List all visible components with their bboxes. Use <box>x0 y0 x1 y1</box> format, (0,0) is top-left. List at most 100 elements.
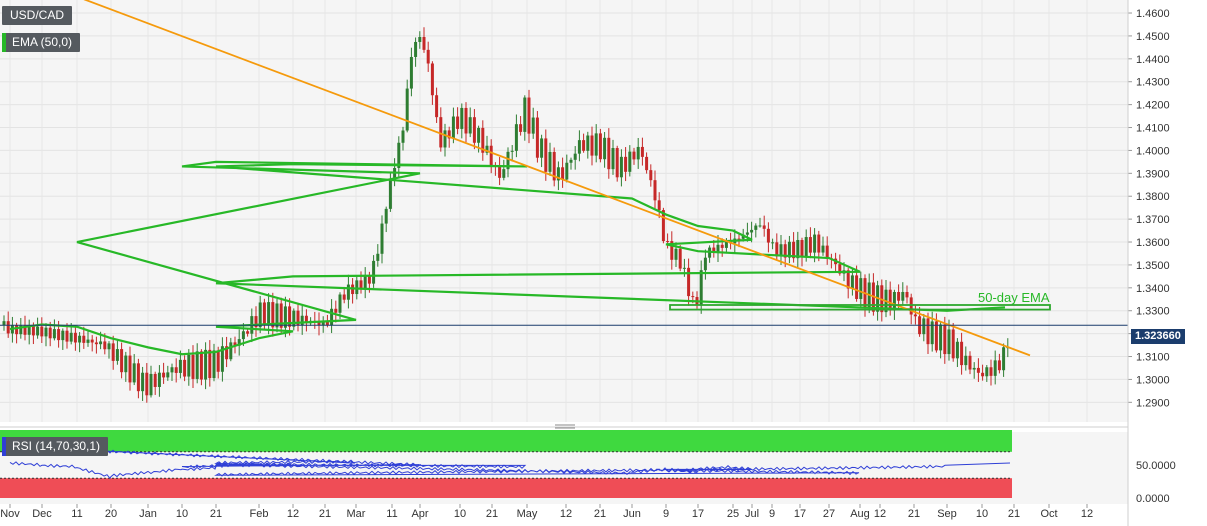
candle-body <box>342 294 346 300</box>
x-tick-label: 21 <box>210 508 222 520</box>
y-tick-label: 1.3100 <box>1136 352 1170 364</box>
candle-body <box>422 37 426 50</box>
candle-body <box>107 343 111 350</box>
candle-body <box>741 234 745 239</box>
candle-body <box>611 148 615 170</box>
candle-body <box>292 310 296 327</box>
candle-body <box>821 245 825 253</box>
candle-body <box>57 329 61 341</box>
candle-body <box>989 367 993 376</box>
x-tick-label: Jun <box>623 508 641 520</box>
candle-body <box>401 130 405 143</box>
candle-body <box>241 331 245 340</box>
x-tick-label: Apr <box>411 508 428 520</box>
rsi-line-group <box>9 448 1011 480</box>
candle-body <box>838 264 842 274</box>
y-tick-label: 1.4400 <box>1136 54 1170 66</box>
candle-body <box>699 270 703 305</box>
candle-body <box>745 232 749 235</box>
candle-body <box>510 150 514 152</box>
candle-body <box>674 248 678 260</box>
candle-body <box>825 245 829 259</box>
candle-body <box>325 320 329 325</box>
candle-body <box>850 275 854 289</box>
rsi-y-tick-label: 50.0000 <box>1136 460 1176 472</box>
candle-body <box>132 363 136 383</box>
candle-body <box>523 97 527 132</box>
candle-body <box>233 342 237 346</box>
x-tick-label: Nov <box>0 508 20 520</box>
y-tick-label: 1.3700 <box>1136 214 1170 226</box>
x-tick-label: 17 <box>794 508 806 520</box>
x-tick-label: 12 <box>287 508 299 520</box>
candle-body <box>905 291 909 298</box>
candle-body <box>262 302 266 326</box>
candle-body <box>120 349 124 373</box>
candle-body <box>666 241 670 243</box>
candle-body <box>800 240 804 258</box>
candle-body <box>367 276 371 284</box>
candle-body <box>703 257 707 271</box>
candle-body <box>317 321 321 326</box>
candle-body <box>153 373 157 387</box>
candle-body <box>716 244 720 253</box>
candle-body <box>892 291 896 311</box>
candle-body <box>859 278 863 299</box>
candle-body <box>183 359 187 377</box>
candle-body <box>775 242 779 257</box>
rsi-legend[interactable]: RSI (14,70,30,1) <box>2 437 109 456</box>
candle-body <box>930 321 934 345</box>
candle-body <box>502 169 506 178</box>
candle-body <box>993 360 997 376</box>
candle-body <box>985 367 989 377</box>
x-tick-label: 21 <box>486 508 498 520</box>
candle-body <box>472 117 476 143</box>
candle-body <box>779 244 783 257</box>
ema-annotation: 50-day EMA <box>978 290 1050 305</box>
candle-body <box>52 329 56 339</box>
candle-body <box>187 354 191 377</box>
candle-body <box>960 341 964 366</box>
rsi-y-axis-labels: 0.0000 50.0000 <box>1136 460 1176 505</box>
candle-body <box>456 116 460 129</box>
candle-body <box>997 360 1001 371</box>
candle-body <box>976 367 980 373</box>
candle-body <box>212 350 216 379</box>
candle-body <box>540 138 544 158</box>
candle-body <box>338 294 342 313</box>
main-plot-background <box>0 0 1128 422</box>
x-tick-label: Mar <box>347 508 366 520</box>
pane-splitter-handle[interactable] <box>555 424 575 429</box>
candle-body <box>199 351 203 380</box>
candle-body <box>254 316 258 328</box>
candle-body <box>573 153 577 160</box>
candle-body <box>661 210 665 242</box>
candle-body <box>649 170 653 181</box>
x-tick-label: Feb <box>250 508 269 520</box>
y-tick-label: 1.3300 <box>1136 306 1170 318</box>
candle-body <box>981 372 985 377</box>
candle-body <box>577 140 581 154</box>
rsi-color-swatch <box>2 437 6 456</box>
x-tick-label: Dec <box>32 508 52 520</box>
candle-body <box>514 124 518 151</box>
candle-body <box>964 355 968 366</box>
candle-body <box>439 117 443 148</box>
candle-body <box>569 159 573 163</box>
rsi-overbought-zone <box>0 430 1012 452</box>
candle-body <box>1002 347 1006 371</box>
rsi-label-text: RSI (14,70,30,1) <box>12 439 101 453</box>
candle-body <box>6 321 10 334</box>
candle-body <box>582 140 586 151</box>
candle-body <box>271 302 275 328</box>
candle-body <box>40 326 44 337</box>
x-tick-label: 11 <box>71 508 82 520</box>
candle-body <box>968 355 972 370</box>
symbol-label[interactable]: USD/CAD <box>2 6 73 25</box>
candle-body <box>640 146 644 157</box>
y-axis-labels: 1.29001.30001.31001.32001.33001.34001.35… <box>1128 8 1170 409</box>
candle-body <box>590 135 594 156</box>
candle-body <box>619 156 623 178</box>
candle-body <box>216 350 220 372</box>
ema-legend[interactable]: EMA (50,0) <box>2 33 81 52</box>
